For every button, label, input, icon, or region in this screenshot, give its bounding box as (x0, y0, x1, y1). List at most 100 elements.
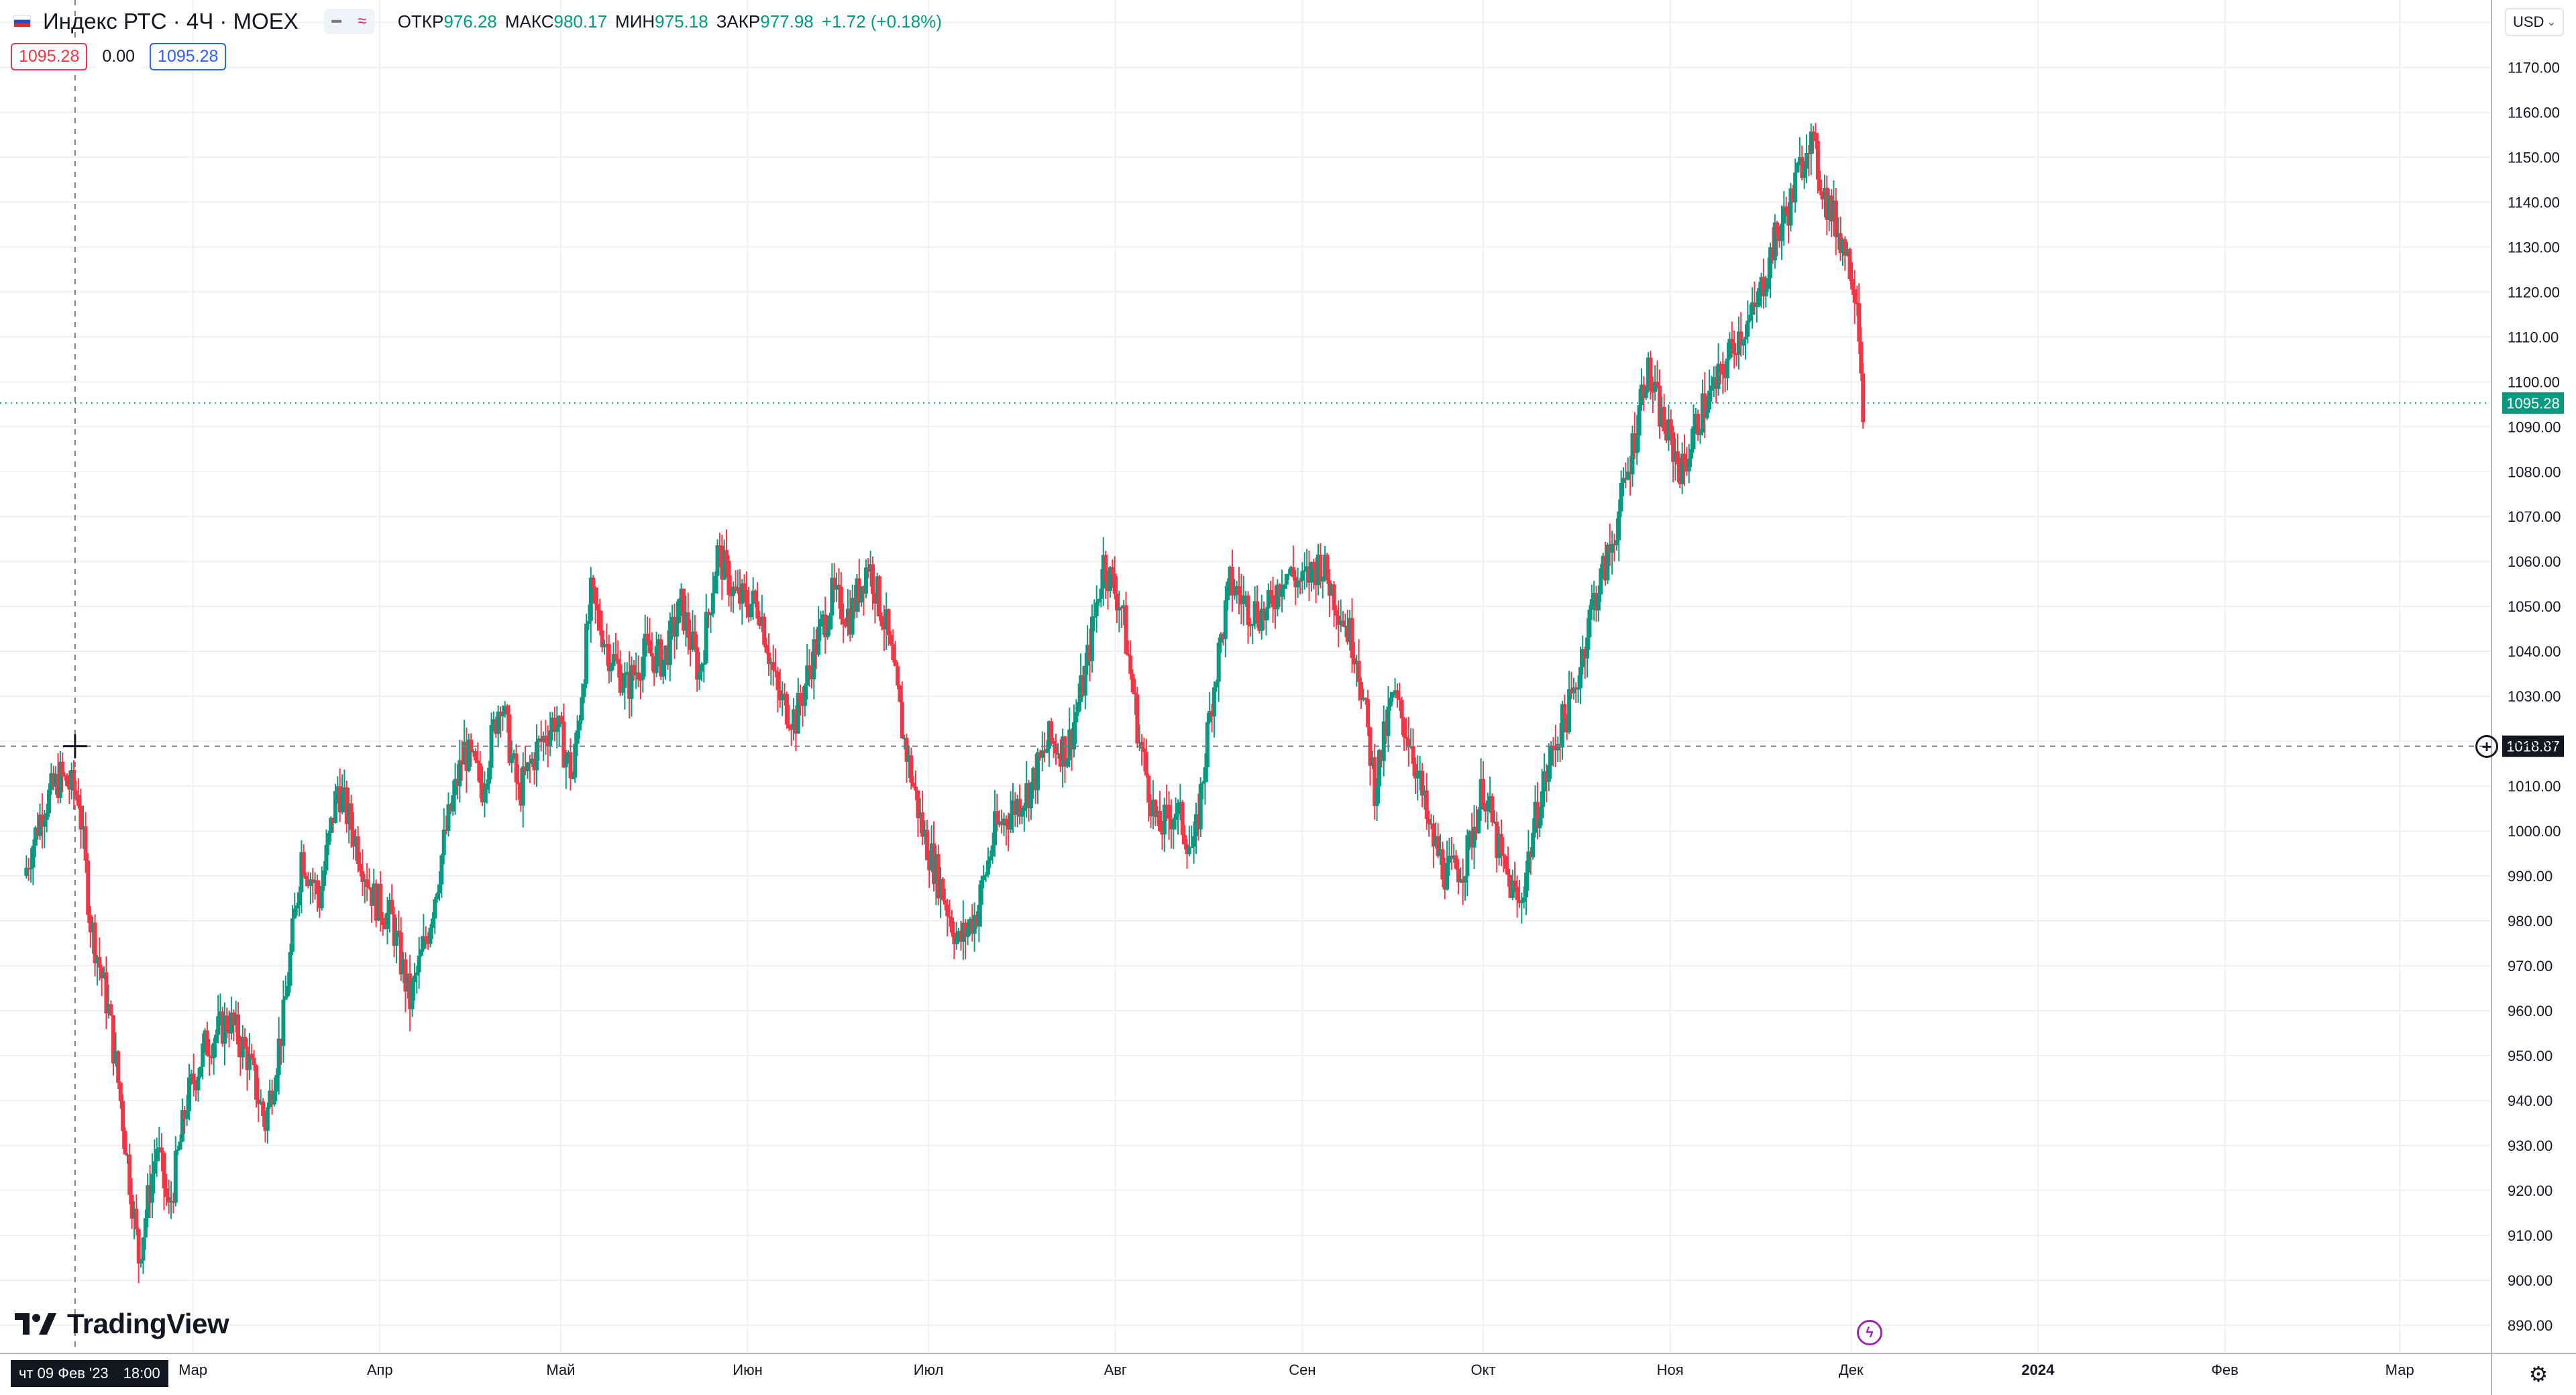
candle-body (1723, 374, 1727, 378)
candle-body (209, 1056, 214, 1058)
candle-body (1601, 555, 1605, 569)
tradingview-logo[interactable]: TradingView (15, 1308, 229, 1340)
candle-body (577, 720, 582, 731)
candle-body (985, 860, 990, 875)
candle-body (1540, 791, 1544, 818)
candle-body (1797, 157, 1802, 164)
candle-body (1705, 409, 1709, 418)
candle-body (72, 770, 76, 791)
candle-body (1124, 605, 1128, 654)
candle-body (256, 1099, 261, 1104)
candle-body (340, 791, 345, 813)
candle-body (286, 985, 290, 997)
candle-body (351, 830, 356, 847)
compare-wave-icon[interactable]: ≈ (349, 9, 375, 34)
candle-body (814, 639, 818, 655)
candle-body (198, 1066, 203, 1077)
candle-body (1128, 655, 1133, 674)
candle-body (656, 639, 661, 647)
candle-body (1660, 406, 1664, 427)
symbol-title[interactable]: Индекс РТС · 4Ч · MOEX (43, 9, 299, 34)
candle-body (898, 685, 902, 702)
currency-selector[interactable]: USD ⌄ (2505, 8, 2564, 36)
candle-body (545, 742, 550, 747)
candle-body (1569, 689, 1574, 693)
candle-body (881, 626, 886, 630)
candle-body (550, 718, 555, 731)
candle-body (390, 899, 394, 915)
candle-body (1216, 643, 1221, 682)
minus-icon[interactable]: ━ (323, 9, 350, 34)
candle-body (766, 653, 771, 665)
candle-body (1155, 811, 1160, 818)
lightning-icon[interactable]: ϟ (1857, 1320, 1882, 1345)
candle-body (1782, 206, 1786, 224)
candle-body (1492, 822, 1497, 824)
candle-body (1144, 752, 1148, 776)
candle-body (649, 653, 654, 657)
ohlc-close: ЗАКР977.98 (716, 11, 814, 32)
candle-body (1553, 746, 1558, 750)
candle-body (1589, 599, 1594, 610)
candle-body (403, 959, 408, 992)
candle-body (498, 712, 502, 717)
x-tick-label: Апр (367, 1361, 393, 1378)
candle-body (83, 826, 88, 861)
candle-body (1859, 341, 1864, 374)
candle-body (959, 931, 963, 942)
candle-body (313, 880, 317, 883)
candle-body (394, 930, 398, 946)
candle-body (1348, 618, 1352, 643)
candle-body (1237, 586, 1242, 596)
candle-body (1770, 247, 1775, 261)
last-price-label: 1095.28 (2506, 395, 2560, 412)
candle-body (1709, 385, 1714, 391)
legend-toggle-group: ━ ≈ (323, 9, 375, 34)
candle-body (146, 1185, 150, 1219)
candle-body (1300, 571, 1305, 581)
candle-body (405, 973, 410, 992)
buy-price-badge[interactable]: 1095.28 (150, 43, 227, 70)
candle-body (1359, 681, 1364, 700)
candle-body (88, 915, 93, 933)
candle-body (1585, 637, 1590, 659)
candle-body (794, 709, 798, 734)
candle-body (1208, 710, 1212, 722)
candle-body (33, 827, 38, 846)
candle-body (818, 618, 823, 627)
candle-body (514, 753, 519, 783)
candle-body (1648, 357, 1653, 392)
candle-body (957, 931, 961, 936)
candle-body (1356, 661, 1361, 682)
candle-body (238, 1044, 243, 1058)
candle-body (557, 716, 561, 728)
candle-body (1759, 276, 1764, 288)
candle-body (1280, 589, 1285, 597)
candle-body (787, 724, 792, 729)
logo-text: TradingView (67, 1308, 229, 1339)
candle-body (1772, 222, 1777, 261)
candle-body (1805, 153, 1809, 169)
candle-body (184, 1111, 189, 1119)
candle-body (1786, 213, 1791, 226)
candle-body (1146, 775, 1151, 803)
candle-body (1850, 279, 1855, 290)
candle-body (1004, 818, 1008, 826)
candle-body (157, 1147, 162, 1149)
sell-price-badge[interactable]: 1095.28 (11, 43, 88, 70)
candle-body (941, 879, 945, 900)
candle-body (1513, 880, 1517, 887)
candle-body (708, 614, 713, 616)
candle-body (1847, 249, 1852, 280)
add-alert-plus-icon[interactable]: + (2475, 734, 2498, 758)
candle-body (997, 821, 1002, 825)
gear-icon[interactable]: ⚙ (2528, 1362, 2548, 1386)
candle-body (317, 894, 322, 909)
candle-body (731, 586, 736, 596)
candle-body (1254, 601, 1259, 623)
candle-body (220, 1011, 225, 1044)
candle-body (152, 1161, 157, 1174)
candle-body (1307, 566, 1311, 583)
candle-body (715, 545, 720, 576)
